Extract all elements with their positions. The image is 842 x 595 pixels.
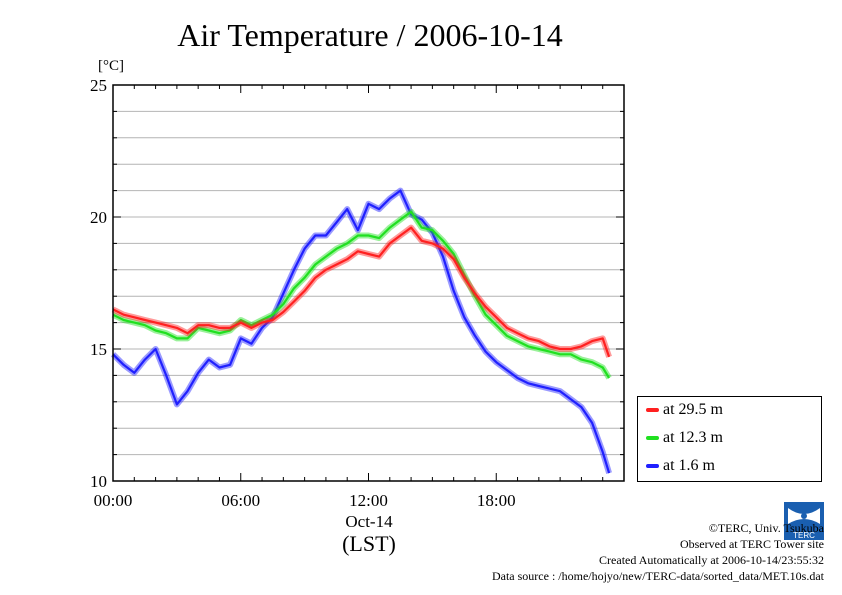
series-line [112,210,611,379]
legend-item-12-3m: at 12.3 m [646,427,723,449]
x-tick-label: 00:00 [94,491,133,510]
x-tick-label: 12:00 [349,491,388,510]
credits: ©TERC, Univ. Tsukuba Observed at TERC To… [492,520,824,584]
x-tick-label: 06:00 [221,491,260,510]
y-tick-label: 25 [90,76,107,95]
terc-logo-icon: TERC [784,502,824,540]
legend-swatch-green [646,436,659,440]
series-glow [111,208,612,380]
series-layer [110,187,612,474]
x-axis-label: (LST) [342,531,396,556]
svg-text:TERC: TERC [793,531,815,540]
y-axis-ticks: 10 15 20 25 [90,76,624,491]
created-text: Created Automatically at 2006-10-14/23:5… [599,553,824,567]
chart-title: Air Temperature / 2006-10-14 [177,17,563,53]
legend-label: at 12.3 m [663,429,723,446]
y-tick-label: 10 [90,472,107,491]
plot-frame [112,84,625,482]
x-axis-ticks: 00:00 06:00 12:00 18:00 [94,85,625,510]
grid-lines [113,110,624,456]
copyright-text: ©TERC, Univ. Tsukuba [708,521,824,535]
series-line [112,226,611,358]
site-text: Observed at TERC Tower site [679,537,824,551]
x-date-label: Oct-14 [345,512,393,531]
y-tick-label: 20 [90,208,107,227]
y-unit-label: [°C] [98,58,124,74]
legend-swatch-red [646,408,659,412]
series-line [112,189,611,474]
legend-label: at 29.5 m [663,401,723,418]
legend-swatch-blue [646,464,659,468]
x-tick-label: 18:00 [477,491,516,510]
legend: at 29.5 m at 12.3 m at 1.6 m [637,396,822,482]
source-text: Data source : /home/hojyo/new/TERC-data/… [491,569,824,583]
y-tick-label: 15 [90,340,107,359]
legend-item-1-6m: at 1.6 m [646,455,715,477]
legend-item-29-5m: at 29.5 m [646,399,723,421]
legend-label: at 1.6 m [663,457,715,474]
